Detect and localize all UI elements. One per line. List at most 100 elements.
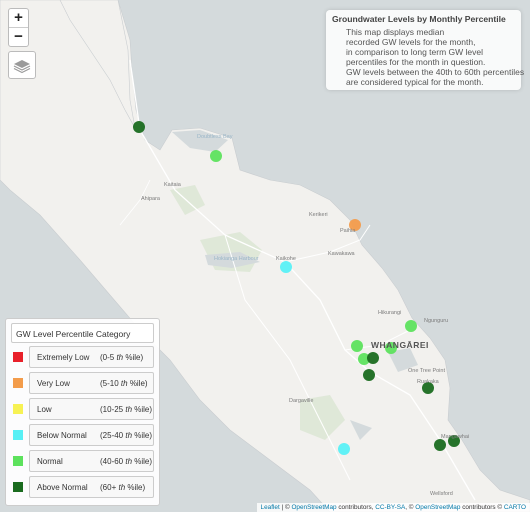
label-kawakawa: Kawakawa	[328, 251, 355, 257]
label-wellsford: Wellsford	[430, 491, 453, 497]
gw-site-marker[interactable]	[338, 443, 350, 455]
range-start: (0-5	[100, 353, 117, 362]
legend-item-box: Above Normal (60+ th %ile)	[29, 476, 154, 498]
gw-site-marker[interactable]	[448, 435, 460, 447]
label-kaitaia: Kaitaia	[164, 182, 181, 188]
attribution: Leaflet | © OpenStreetMap contributors, …	[256, 503, 530, 512]
legend-swatch	[13, 482, 23, 492]
marker-layer[interactable]	[133, 121, 460, 455]
range-th: th	[125, 457, 133, 466]
osm-link[interactable]: OpenStreetMap	[291, 504, 337, 511]
road	[129, 59, 476, 501]
park-area	[300, 395, 345, 440]
gw-site-marker[interactable]	[363, 369, 375, 381]
range-end: %ile)	[134, 457, 153, 466]
legend-row: Very Low (5-10 th %ile)	[11, 372, 154, 394]
range-end: %ile)	[129, 379, 148, 388]
label-one-tree-point: One Tree Point	[408, 368, 445, 374]
gw-site-marker[interactable]	[405, 320, 417, 332]
legend-swatch	[13, 404, 23, 414]
label-mangawhai: Mangawhai	[441, 434, 470, 440]
legend-item-name: Low	[37, 405, 52, 414]
legend-swatch	[13, 430, 23, 440]
label-hokianga: Hokianga Harbour	[214, 256, 259, 262]
gw-site-marker[interactable]	[133, 121, 145, 133]
legend-row: Normal (40-60 th %ile)	[11, 450, 154, 472]
gw-site-marker[interactable]	[385, 342, 397, 354]
range-end: %ile)	[127, 483, 146, 492]
gw-site-marker[interactable]	[210, 150, 222, 162]
harbour	[350, 420, 372, 440]
range-start: (10-25	[100, 405, 126, 414]
carto-link[interactable]: CARTO	[503, 504, 526, 511]
label-kerikeri: Kerikeri	[309, 212, 328, 218]
zoom-in-button[interactable]: +	[14, 9, 23, 26]
range-end: %ile)	[125, 353, 144, 362]
road	[224, 234, 351, 481]
range-start: (5-10	[100, 379, 121, 388]
layers-icon	[13, 60, 31, 74]
leaflet-link[interactable]: Leaflet	[260, 504, 280, 511]
gw-site-marker[interactable]	[358, 353, 370, 365]
layers-button[interactable]	[8, 51, 36, 79]
range-start: (60+	[100, 483, 119, 492]
legend-item-name: Very Low	[37, 379, 70, 388]
land-peninsula	[59, 0, 136, 129]
range-start: (40-60	[100, 457, 126, 466]
park-area	[170, 185, 205, 215]
gw-site-marker[interactable]	[349, 219, 361, 231]
legend-swatch	[13, 352, 23, 362]
legend-row: Above Normal (60+ th %ile)	[11, 476, 154, 498]
road	[284, 224, 371, 263]
attribution-text-2: contributors ©	[462, 504, 503, 511]
label-ruakaka: Ruakaka	[417, 379, 439, 385]
label-whangarei: WHANGĀREI	[371, 340, 429, 350]
label-ngunguru: Ngunguru	[424, 318, 449, 324]
legend-item-box: Below Normal (25-40 th %ile)	[29, 424, 154, 446]
info-line: in comparison to long term GW level	[346, 47, 483, 57]
harbour	[388, 348, 418, 372]
gw-site-marker[interactable]	[422, 382, 434, 394]
gw-site-marker[interactable]	[280, 261, 292, 273]
zoom-out-button[interactable]: −	[9, 27, 28, 46]
legend-item-name: Normal	[37, 457, 63, 466]
range-th: th	[120, 379, 128, 388]
legend-row: Low (10-25 th %ile)	[11, 398, 154, 420]
range-th: th	[125, 431, 133, 440]
legend-item-range: (60+ th %ile)	[100, 483, 145, 492]
road	[119, 179, 151, 226]
info-panel: Groundwater Levels by Monthly Percentile…	[326, 10, 525, 90]
legend-item-range: (40-60 th %ile)	[100, 457, 152, 466]
label-ahipara: Ahipara	[141, 196, 160, 202]
legend-panel: GW Level Percentile Category Extremely L…	[5, 318, 160, 506]
range-end: %ile)	[134, 431, 153, 440]
gw-site-marker[interactable]	[434, 439, 446, 451]
legend-item-name: Above Normal	[37, 483, 88, 492]
info-title: Groundwater Levels by Monthly Percentile	[332, 14, 506, 24]
label-kaikohe: Kaikohe	[276, 256, 296, 262]
gw-site-marker[interactable]	[367, 352, 379, 364]
info-line: GW levels between the 40th to 60th perce…	[346, 67, 525, 77]
range-start: (25-40	[100, 431, 126, 440]
gw-site-marker[interactable]	[351, 340, 363, 352]
osm-link-2[interactable]: OpenStreetMap	[415, 504, 461, 511]
harbour	[172, 130, 228, 152]
legend-item-name: Extremely Low	[37, 353, 90, 362]
legend-title: GW Level Percentile Category	[11, 323, 154, 343]
legend-row: Extremely Low (0-5 th %ile)	[11, 346, 154, 368]
range-th: th	[118, 483, 126, 492]
legend-item-range: (5-10 th %ile)	[100, 379, 148, 388]
ccbysa-link[interactable]: CC-BY-SA	[375, 504, 406, 511]
info-line: are considered typical for the month.	[346, 77, 484, 87]
legend-item-name: Below Normal	[37, 431, 87, 440]
legend-item-range: (25-40 th %ile)	[100, 431, 152, 440]
attribution-sep: | ©	[281, 504, 292, 511]
label-hikurangi: Hikurangi	[378, 310, 402, 316]
legend-item-box: Normal (40-60 th %ile)	[29, 450, 154, 472]
legend-item-box: Low (10-25 th %ile)	[29, 398, 154, 420]
range-end: %ile)	[134, 405, 153, 414]
legend-item-box: Very Low (5-10 th %ile)	[29, 372, 154, 394]
legend-swatch	[13, 378, 23, 388]
info-line: This map displays median	[346, 27, 445, 37]
